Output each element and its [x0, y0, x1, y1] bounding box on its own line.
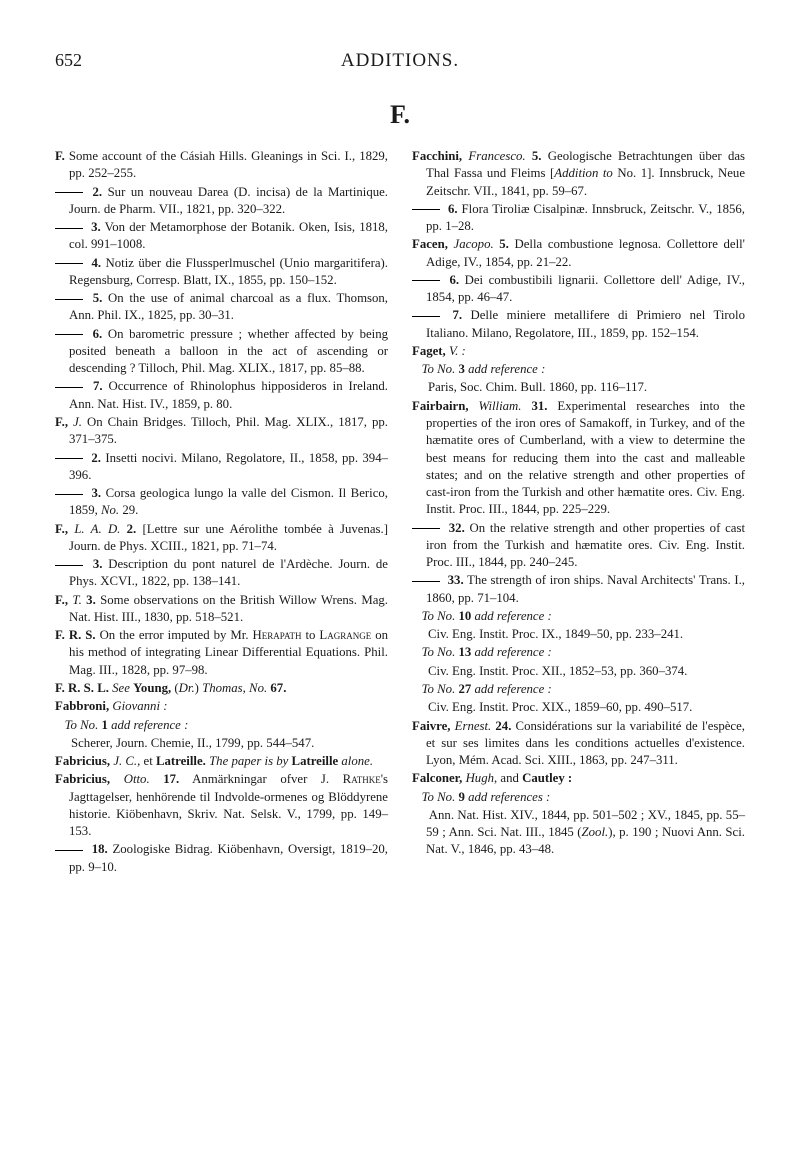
bibliography-entry: Civ. Eng. Instit. Proc. XIX., 1859–60, p… — [412, 699, 745, 716]
bibliography-entry: To No. 10 add reference : — [412, 608, 745, 625]
bibliography-entry: Civ. Eng. Instit. Proc. IX., 1849–50, pp… — [412, 626, 745, 643]
page-container: 652 ADDITIONS. F. F. Some account of the… — [0, 0, 800, 916]
bibliography-entry: 18. Zoologiske Bidrag. Kiöbenhavn, Overs… — [55, 841, 388, 876]
bibliography-entry: 33. The strength of iron ships. Naval Ar… — [412, 572, 745, 607]
bibliography-entry: 6. Flora Tiroliæ Cisalpinæ. Innsbruck, Z… — [412, 201, 745, 236]
bibliography-entry: 32. On the relative strength and other p… — [412, 520, 745, 572]
bibliography-entry: To No. 13 add reference : — [412, 644, 745, 661]
section-letter: F. — [55, 100, 745, 130]
bibliography-entry: F., J. On Chain Bridges. Tilloch, Phil. … — [55, 414, 388, 449]
bibliography-entry: To No. 9 add references : — [412, 789, 745, 806]
bibliography-entry: Falconer, Hugh, and Cautley : — [412, 770, 745, 787]
bibliography-entry: Faivre, Ernest. 24. Considérations sur l… — [412, 718, 745, 770]
bibliography-entry: Ann. Nat. Hist. XIV., 1844, pp. 501–502 … — [412, 807, 745, 859]
bibliography-entry: 7. Occurrence of Rhinolophus hipposidero… — [55, 378, 388, 413]
bibliography-entry: 5. On the use of animal charcoal as a fl… — [55, 290, 388, 325]
bibliography-entry: 3. Corsa geologica lungo la valle del Ci… — [55, 485, 388, 520]
bibliography-entry: 4. Notiz über die Flussperlmuschel (Unio… — [55, 255, 388, 290]
bibliography-entry: Paris, Soc. Chim. Bull. 1860, pp. 116–11… — [412, 379, 745, 396]
bibliography-entry: 7. Delle miniere metallifere di Primiero… — [412, 307, 745, 342]
bibliography-entry: Civ. Eng. Instit. Proc. XII., 1852–53, p… — [412, 663, 745, 680]
page-title: ADDITIONS. — [55, 50, 745, 72]
bibliography-entry: Facchini, Francesco. 5. Geologische Betr… — [412, 148, 745, 200]
bibliography-entry: 3. Von der Metamorphose der Botanik. Oke… — [55, 219, 388, 254]
bibliography-entry: F., T. 3. Some observations on the Briti… — [55, 592, 388, 627]
page-header: 652 ADDITIONS. — [55, 50, 745, 72]
bibliography-entry: F. Some account of the Cásiah Hills. Gle… — [55, 148, 388, 183]
bibliography-entry: Fabricius, J. C., et Latreille. The pape… — [55, 753, 388, 770]
entries-columns: F. Some account of the Cásiah Hills. Gle… — [55, 148, 745, 876]
bibliography-entry: Fabricius, Otto. 17. Anmärkningar ofver … — [55, 771, 388, 840]
bibliography-entry: Faget, V. : — [412, 343, 745, 360]
bibliography-entry: To No. 3 add reference : — [412, 361, 745, 378]
bibliography-entry: To No. 27 add reference : — [412, 681, 745, 698]
bibliography-entry: F. R. S. On the error imputed by Mr. Her… — [55, 627, 388, 679]
bibliography-entry: Scherer, Journ. Chemie, II., 1799, pp. 5… — [55, 735, 388, 752]
bibliography-entry: To No. 1 add reference : — [55, 717, 388, 734]
bibliography-entry: Fabbroni, Giovanni : — [55, 698, 388, 715]
bibliography-entry: F. R. S. L. See Young, (Dr.) Thomas, No.… — [55, 680, 388, 697]
bibliography-entry: F., L. A. D. 2. [Lettre sur une Aérolith… — [55, 521, 388, 556]
bibliography-entry: 2. Sur un nouveau Darea (D. incisa) de l… — [55, 184, 388, 219]
bibliography-entry: 6. On barometric pressure ; whether affe… — [55, 326, 388, 378]
bibliography-entry: Fairbairn, William. 31. Experimental res… — [412, 398, 745, 519]
bibliography-entry: 6. Dei combustibili lignarii. Collettore… — [412, 272, 745, 307]
bibliography-entry: 3. Description du pont naturel de l'Ardè… — [55, 556, 388, 591]
bibliography-entry: Facen, Jacopo. 5. Della combustione legn… — [412, 236, 745, 271]
bibliography-entry: 2. Insetti nocivi. Milano, Regolatore, I… — [55, 450, 388, 485]
